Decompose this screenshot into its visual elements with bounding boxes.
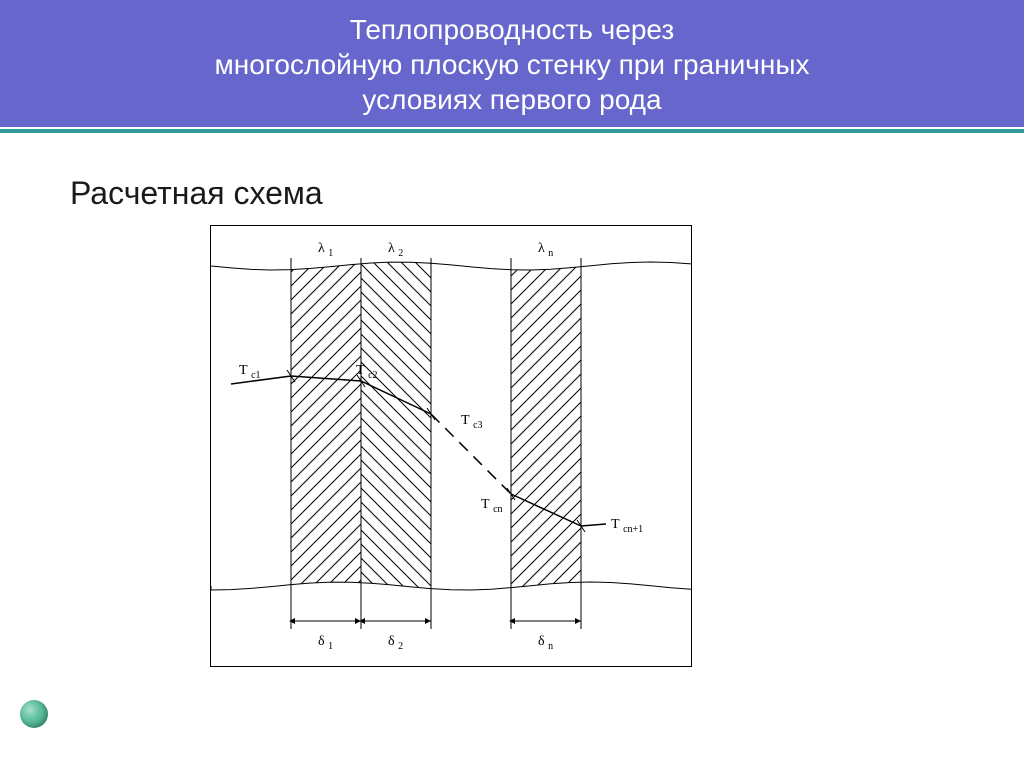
title-bar: Теплопроводность через многослойную плос…: [0, 0, 1024, 133]
svg-text:λ 2: λ 2: [388, 241, 403, 259]
svg-text:λ 1: λ 1: [318, 241, 333, 259]
svg-text:T c1: T c1: [239, 363, 261, 381]
title-line-3: условиях первого рода: [40, 82, 984, 117]
title-underline: [0, 129, 1024, 133]
bullet-icon: [20, 700, 48, 728]
svg-text:T c3: T c3: [461, 413, 483, 431]
title-line-1: Теплопроводность через: [40, 12, 984, 47]
svg-text:δ 1: δ 1: [318, 634, 333, 652]
svg-text:δ n: δ n: [538, 634, 553, 652]
title-line-2: многослойную плоскую стенку при граничны…: [40, 47, 984, 82]
title-band: Теплопроводность через многослойную плос…: [0, 0, 1024, 127]
diagram-svg: λ 1λ 2λ nT c1T c2T c3T cnT cn+1δ 1δ 2δ n: [211, 226, 691, 666]
svg-text:T cn+1: T cn+1: [611, 517, 643, 535]
svg-text:δ 2: δ 2: [388, 634, 403, 652]
slide: Теплопроводность через многослойную плос…: [0, 0, 1024, 767]
subtitle: Расчетная схема: [70, 175, 323, 212]
svg-text:λ n: λ n: [538, 241, 553, 259]
svg-text:T cn: T cn: [481, 497, 503, 515]
diagram-box: λ 1λ 2λ nT c1T c2T c3T cnT cn+1δ 1δ 2δ n: [210, 225, 692, 667]
